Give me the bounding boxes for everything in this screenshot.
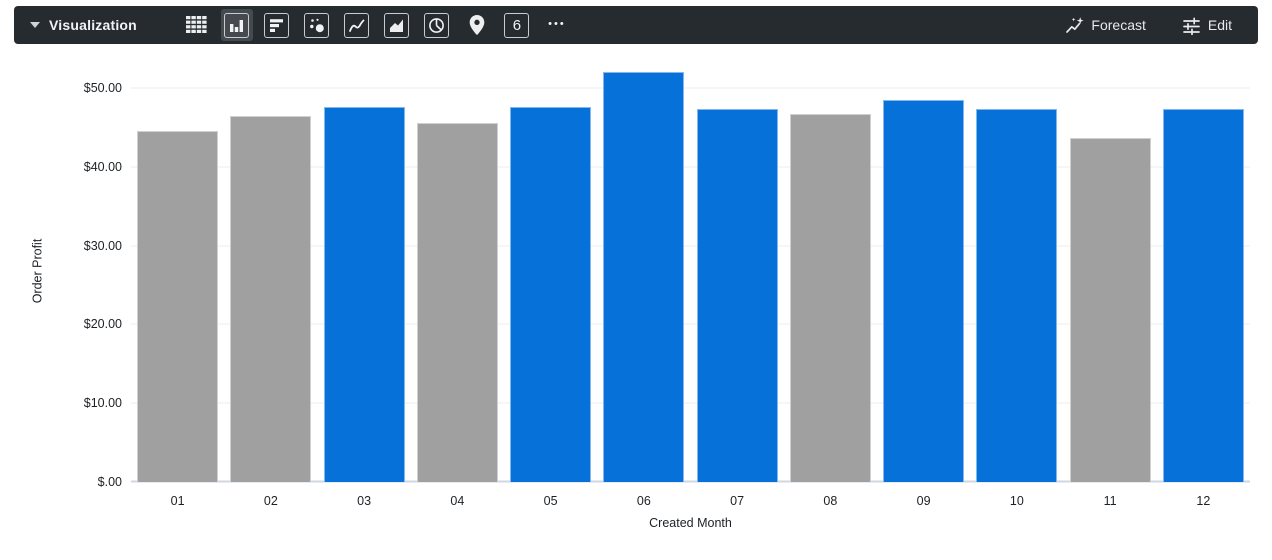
gridline [131, 402, 1250, 404]
caret-down-icon [30, 22, 40, 28]
ellipsis-icon: ••• [548, 17, 566, 30]
table-icon [184, 13, 209, 38]
y-tick-label: $30.00 [83, 238, 122, 253]
bar-month-03[interactable] [323, 106, 405, 482]
bar-slot [877, 60, 970, 482]
bar-slot [1157, 60, 1250, 482]
gridline [131, 323, 1250, 325]
viz-type-column-chart-button[interactable] [220, 9, 253, 41]
visualization-menu-toggle[interactable]: Visualization [30, 17, 137, 33]
x-tick-label: 02 [263, 494, 278, 508]
bar-month-12[interactable] [1162, 109, 1244, 482]
x-axis-baseline [131, 480, 1250, 483]
viz-type-single-value-button[interactable]: 6 [501, 9, 533, 41]
viz-type-line-chart-button[interactable] [341, 9, 373, 41]
bar-month-11[interactable] [1069, 138, 1151, 482]
bar-slot [131, 60, 224, 482]
x-tick-labels: 01 02 03 04 05 06 07 08 09 10 11 12 [131, 494, 1250, 508]
toolbar-actions: Forecast Edit [1065, 16, 1232, 35]
y-tick-label: $10.00 [83, 396, 122, 411]
gridline [131, 87, 1250, 89]
x-tick-label: 01 [170, 494, 185, 508]
area-chart-icon [384, 12, 410, 38]
viz-type-map-button[interactable] [461, 9, 493, 41]
y-tick-label: $20.00 [83, 317, 122, 332]
x-axis-title: Created Month [649, 516, 732, 530]
bar-month-01[interactable] [137, 130, 219, 482]
single-value-icon: 6 [504, 12, 530, 38]
bar-month-08[interactable] [789, 113, 871, 482]
x-tick-label: 10 [1009, 494, 1024, 508]
scatter-plot-icon [304, 12, 330, 38]
bar-chart-icon [264, 12, 290, 38]
bar-month-05[interactable] [510, 106, 592, 482]
more-viz-types-button[interactable]: ••• [541, 9, 573, 41]
forecast-sparkle-icon [1065, 16, 1085, 35]
bars-container [131, 60, 1250, 482]
x-tick-label: 09 [916, 494, 931, 508]
bar-slot [318, 60, 411, 482]
forecast-label: Forecast [1091, 17, 1146, 33]
x-tick-label: 04 [450, 494, 465, 508]
bar-slot [784, 60, 877, 482]
visualization-toolbar: Visualization [14, 6, 1258, 44]
bar-slot [504, 60, 597, 482]
gridline [131, 166, 1250, 168]
line-chart-icon [344, 12, 370, 38]
viz-type-table-button[interactable] [181, 9, 213, 41]
x-tick-label: 11 [1103, 494, 1117, 508]
y-tick-label: $.00 [97, 475, 122, 489]
bar-slot [691, 60, 784, 482]
y-tick-labels: $50.00 $40.00 $30.00 $20.00 $10.00 $.00 [0, 60, 122, 489]
bar-slot [597, 60, 690, 482]
column-chart-icon [224, 12, 250, 38]
visualization-label: Visualization [49, 17, 137, 33]
viz-type-pie-chart-button[interactable] [421, 9, 453, 41]
y-tick-label: $50.00 [83, 80, 122, 95]
x-tick-label: 03 [357, 494, 372, 508]
bar-month-04[interactable] [416, 122, 498, 482]
bar-slot [224, 60, 317, 482]
viz-type-scatter-button[interactable] [301, 9, 333, 41]
forecast-button[interactable]: Forecast [1065, 16, 1146, 35]
edit-button[interactable]: Edit [1182, 16, 1232, 35]
x-tick-label: 05 [543, 494, 558, 508]
edit-label: Edit [1207, 17, 1232, 33]
viz-type-bar-chart-button[interactable] [261, 9, 293, 41]
x-tick-label: 06 [636, 494, 651, 508]
bar-slot [411, 60, 504, 482]
plot-area [131, 60, 1250, 483]
y-tick-label: $40.00 [83, 159, 122, 174]
pie-chart-icon [424, 12, 450, 38]
bar-month-09[interactable] [883, 99, 965, 482]
viz-type-area-chart-button[interactable] [381, 9, 413, 41]
chart-region: Order Profit $50.00 $40.00 $30.00 $20.00 $10… [0, 44, 1272, 560]
map-pin-icon [464, 13, 489, 38]
bar-month-06[interactable] [603, 72, 685, 482]
x-tick-label: 12 [1196, 494, 1211, 508]
bar-month-10[interactable] [976, 109, 1058, 482]
gridline [131, 245, 1250, 247]
bar-slot [1064, 60, 1157, 482]
x-tick-label: 07 [730, 494, 745, 508]
viz-type-picker: 6 ••• [181, 9, 573, 41]
bar-month-02[interactable] [230, 116, 312, 482]
x-tick-label: 08 [823, 494, 838, 508]
bar-month-07[interactable] [696, 109, 778, 482]
bar-slot [970, 60, 1063, 482]
edit-settings-icon [1182, 16, 1201, 35]
